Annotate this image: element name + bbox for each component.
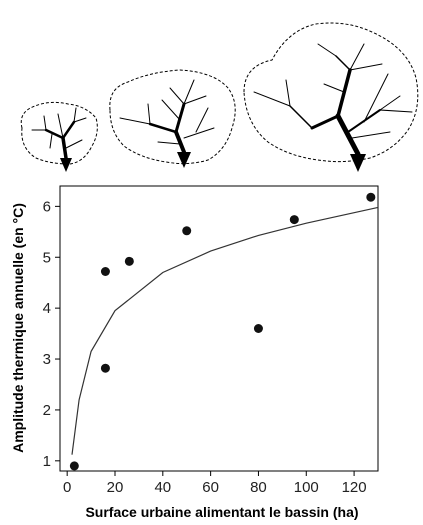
catchment-illustrations xyxy=(20,22,419,172)
small-catchment-boundary xyxy=(20,101,98,165)
y-tick-label: 1 xyxy=(43,453,51,470)
medium-catchment-tree xyxy=(109,69,236,168)
x-tick-label: 40 xyxy=(154,479,171,496)
large-outlet-arrow xyxy=(350,154,366,172)
data-point xyxy=(69,461,79,471)
data-point xyxy=(253,324,263,333)
x-tick-label: 120 xyxy=(342,479,367,496)
medium-outlet-arrow xyxy=(177,152,191,168)
data-point xyxy=(100,363,110,373)
y-tick-label: 3 xyxy=(43,351,51,368)
fit-curve xyxy=(71,206,379,455)
data-point xyxy=(182,226,192,236)
small-catchment-tree xyxy=(20,101,98,172)
data-point xyxy=(100,267,110,276)
small-outlet-arrow xyxy=(60,158,72,172)
plot-frame xyxy=(59,185,379,472)
x-tick-label: 100 xyxy=(294,479,319,496)
x-axis-title: Surface urbaine alimentant le bassin (ha… xyxy=(85,504,358,520)
data-point xyxy=(289,215,299,225)
data-point xyxy=(366,192,376,202)
y-tick-label: 6 xyxy=(43,198,51,215)
y-tick-label: 4 xyxy=(43,300,51,317)
y-axis-title: Amplitude thermique annuelle (en °C) xyxy=(10,203,26,453)
y-tick-label: 5 xyxy=(43,249,51,266)
data-point xyxy=(124,256,134,266)
x-tick-label: 80 xyxy=(250,479,267,496)
y-tick-label: 2 xyxy=(43,402,51,419)
medium-catchment-boundary xyxy=(109,69,236,165)
large-catchment-tree xyxy=(243,22,419,172)
x-tick-label: 0 xyxy=(63,479,71,496)
x-tick-label: 60 xyxy=(202,479,219,496)
data-points xyxy=(69,192,376,471)
axes: 0 20 40 60 80 100 120 1 2 3 4 5 6 xyxy=(43,198,367,496)
large-catchment-boundary xyxy=(243,22,419,163)
x-tick-label: 20 xyxy=(107,479,124,496)
